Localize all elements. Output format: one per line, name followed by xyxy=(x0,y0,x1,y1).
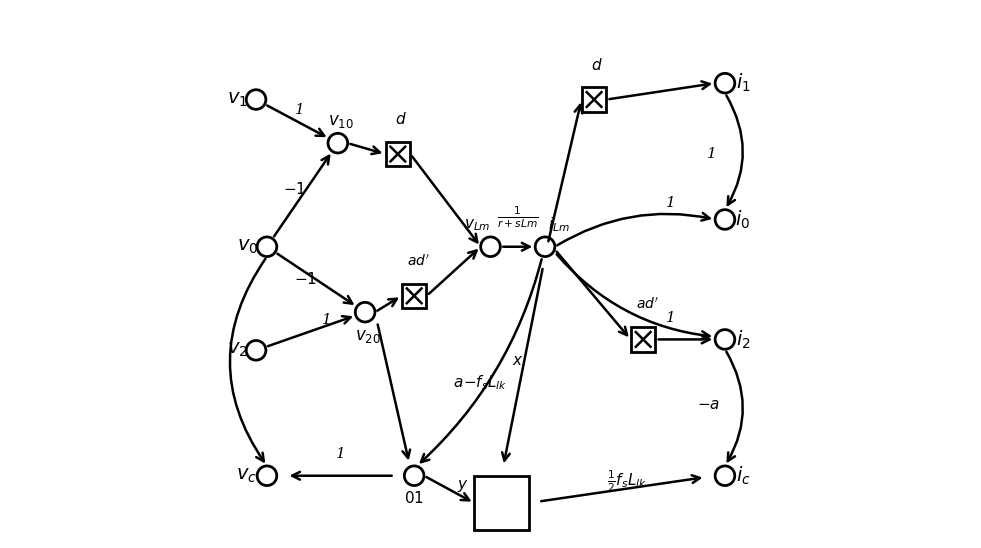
Text: $d$: $d$ xyxy=(591,56,602,72)
Text: $-a$: $-a$ xyxy=(697,398,720,412)
Text: 1: 1 xyxy=(295,104,304,117)
FancyBboxPatch shape xyxy=(402,283,427,308)
FancyBboxPatch shape xyxy=(582,87,606,112)
FancyArrowPatch shape xyxy=(421,259,542,462)
Text: $i_0$: $i_0$ xyxy=(736,208,750,231)
Text: $-1$: $-1$ xyxy=(293,271,317,288)
Text: $v_c$: $v_c$ xyxy=(235,466,257,485)
Text: $v_0$: $v_0$ xyxy=(237,238,259,256)
Text: 1: 1 xyxy=(665,311,675,324)
Text: $-f_s L_{lk}$: $-f_s L_{lk}$ xyxy=(463,374,507,392)
Text: $v_{20}$: $v_{20}$ xyxy=(355,328,381,345)
FancyArrowPatch shape xyxy=(726,352,743,461)
FancyBboxPatch shape xyxy=(474,476,529,530)
Text: $01$: $01$ xyxy=(404,489,424,506)
Text: 1: 1 xyxy=(706,147,716,161)
Text: $\frac{1}{r+sLm}$: $\frac{1}{r+sLm}$ xyxy=(497,204,539,230)
Text: $\frac{1}{2}f_s L_{lk}$: $\frac{1}{2}f_s L_{lk}$ xyxy=(607,469,646,494)
Text: $x$: $x$ xyxy=(512,354,524,368)
Text: $a$: $a$ xyxy=(452,376,463,390)
Text: $i_1$: $i_1$ xyxy=(736,72,750,94)
Text: $i_{Lm}$: $i_{Lm}$ xyxy=(547,215,570,235)
Text: $v_2$: $v_2$ xyxy=(227,341,247,359)
Text: $i_c$: $i_c$ xyxy=(736,465,750,487)
Text: $ad'$: $ad'$ xyxy=(636,297,658,312)
Text: $v_{10}$: $v_{10}$ xyxy=(328,113,353,130)
FancyArrowPatch shape xyxy=(556,254,709,339)
Text: $d$: $d$ xyxy=(394,111,406,127)
FancyArrowPatch shape xyxy=(726,95,743,205)
FancyBboxPatch shape xyxy=(386,142,410,167)
Text: $y$: $y$ xyxy=(457,478,469,494)
FancyArrowPatch shape xyxy=(230,259,266,461)
Text: $v_1$: $v_1$ xyxy=(227,90,247,109)
Text: $ad'$: $ad'$ xyxy=(406,254,430,269)
Text: $v_{Lm}$: $v_{Lm}$ xyxy=(464,217,490,233)
FancyArrowPatch shape xyxy=(557,213,709,246)
Text: 1: 1 xyxy=(336,447,345,461)
Text: $\frac{x^2}{y}$: $\frac{x^2}{y}$ xyxy=(493,487,509,519)
Text: $-1$: $-1$ xyxy=(283,181,306,197)
Text: $i_2$: $i_2$ xyxy=(736,328,750,351)
FancyBboxPatch shape xyxy=(631,327,655,352)
Text: 1: 1 xyxy=(322,313,332,327)
Text: 1: 1 xyxy=(665,196,675,210)
